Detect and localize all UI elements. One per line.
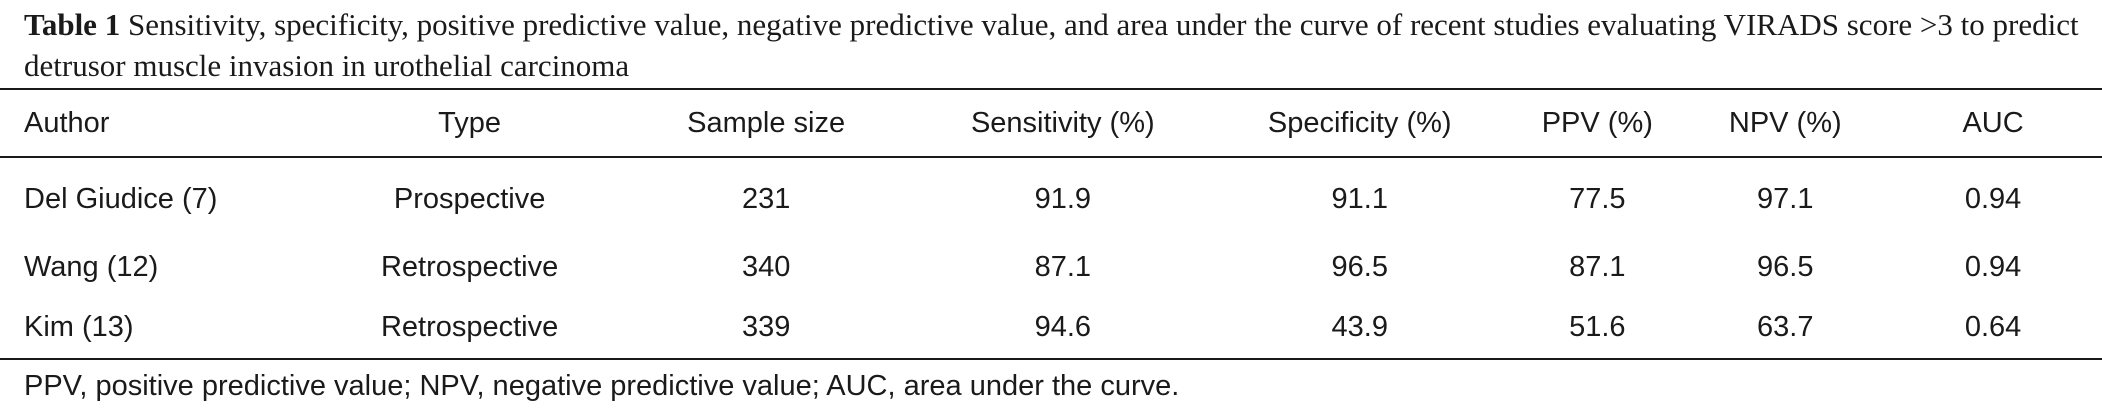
cell-specificity: 96.5 xyxy=(1331,250,1388,283)
column-header-sensitivity: Sensitivity (%) xyxy=(970,106,1155,139)
cell-sample-size: 231 xyxy=(741,183,791,215)
column-header-ppv: PPV (%) xyxy=(1541,106,1653,139)
cell-sample-size: 340 xyxy=(741,250,791,283)
table-header-row: Author Type Sample size Sensitivity (%) … xyxy=(0,90,2102,156)
cell-type: Retrospective xyxy=(380,310,559,343)
cell-npv: 63.7 xyxy=(1757,310,1814,343)
cell-sensitivity: 94.6 xyxy=(1034,310,1092,343)
cell-author: Del Giudice (7) xyxy=(24,183,218,215)
cell-author: Wang (12) xyxy=(24,250,159,283)
column-header-npv: NPV (%) xyxy=(1728,106,1842,139)
table-caption-label: Table 1 xyxy=(24,7,121,42)
table-row: Del Giudice (7) Prospective 231 91.9 91.… xyxy=(0,156,2102,233)
cell-npv: 96.5 xyxy=(1757,250,1814,283)
cell-ppv: 87.1 xyxy=(1569,250,1626,283)
cell-type: Retrospective xyxy=(380,250,559,283)
cell-sample-size: 339 xyxy=(741,310,791,343)
column-header-auc: AUC xyxy=(1962,106,2024,139)
cell-ppv: 77.5 xyxy=(1569,183,1626,215)
table-row: Kim (13) Retrospective 339 94.6 43.9 51.… xyxy=(0,301,2102,359)
cell-specificity: 91.1 xyxy=(1331,183,1388,215)
column-header-type: Type xyxy=(438,106,502,139)
cell-ppv: 51.6 xyxy=(1569,310,1626,343)
cell-type: Prospective xyxy=(393,183,546,215)
cell-auc: 0.94 xyxy=(1964,183,2022,215)
results-table: Author Type Sample size Sensitivity (%) … xyxy=(0,90,2102,359)
cell-auc: 0.64 xyxy=(1964,310,2022,343)
table-header-rule xyxy=(0,156,2102,158)
table-row: Wang (12) Retrospective 340 87.1 96.5 87… xyxy=(0,233,2102,301)
cell-specificity: 43.9 xyxy=(1331,310,1388,343)
column-header-specificity: Specificity (%) xyxy=(1267,106,1452,139)
table-footnote: PPV, positive predictive value; NPV, neg… xyxy=(24,370,1180,402)
cell-sensitivity: 91.9 xyxy=(1034,183,1092,215)
column-header-author: Author xyxy=(24,106,110,139)
cell-auc: 0.94 xyxy=(1964,250,2022,283)
cell-sensitivity: 87.1 xyxy=(1034,250,1092,283)
table-top-rule xyxy=(0,88,2102,90)
cell-author: Kim (13) xyxy=(24,310,134,343)
table-caption: Table 1 Sensitivity, specificity, positi… xyxy=(24,4,2084,86)
table-caption-text: Sensitivity, specificity, positive predi… xyxy=(24,7,2079,83)
cell-npv: 97.1 xyxy=(1757,183,1814,215)
table-bottom-rule xyxy=(0,358,2102,360)
column-header-sample-size: Sample size xyxy=(687,106,846,139)
